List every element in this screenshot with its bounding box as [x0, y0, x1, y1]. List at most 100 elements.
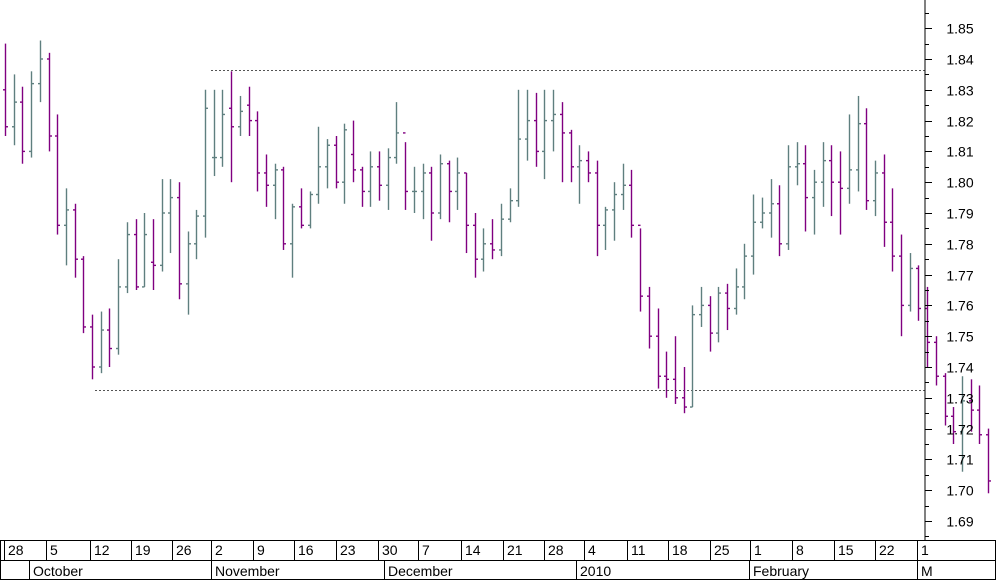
ohlc-bar	[586, 151, 591, 183]
ohlc-bar	[603, 206, 608, 250]
ohlc-bar	[508, 188, 513, 223]
ohlc-bar	[151, 219, 156, 290]
ohlc-bar	[821, 142, 826, 207]
ohlc-bar	[273, 163, 278, 220]
x-axis: 28 5 12 19 26 2 9 16 23 30 7 14 21 28 4 11 18 25 1 8 15 22 1Oc…	[0, 540, 996, 580]
ohlc-bar	[429, 166, 434, 241]
ohlc-bar	[308, 191, 313, 229]
ohlc-bar	[577, 145, 582, 204]
ohlc-bar	[708, 296, 713, 352]
x-day-label: 23	[340, 542, 356, 558]
ohlc-bar	[716, 286, 721, 343]
ohlc-bar	[647, 286, 652, 349]
ohlc-bar	[281, 166, 286, 250]
ohlc-bar	[742, 243, 747, 300]
x-day-label: 9	[257, 542, 265, 558]
ohlc-bar	[394, 102, 399, 164]
ohlc-bar	[316, 126, 321, 204]
ohlc-bar	[73, 203, 78, 278]
ohlc-bar	[664, 351, 669, 398]
ohlc-bar	[81, 256, 86, 334]
reference-lines	[95, 70, 925, 391]
ohlc-bar	[534, 92, 539, 167]
ohlc-bar	[612, 182, 617, 241]
ohlc-bar	[595, 160, 600, 257]
ohlc-bar	[203, 89, 208, 238]
ohlc-bar	[560, 102, 565, 183]
ohlc-bar	[107, 308, 112, 367]
x-day-label: 1	[754, 542, 762, 558]
ohlc-bar	[20, 86, 25, 164]
ohlc-bar	[542, 89, 547, 180]
ohlc-bar	[525, 89, 530, 161]
ohlc-bar	[656, 308, 661, 389]
ohlc-bar	[212, 89, 217, 177]
ohlc-bar	[908, 253, 913, 312]
y-tick-label: 1.69	[946, 514, 973, 530]
ohlc-bar	[638, 224, 643, 312]
ohlc-bar	[247, 86, 252, 136]
ohlc-bar	[455, 157, 460, 210]
ohlc-bar	[238, 95, 243, 136]
ohlc-bar	[490, 219, 495, 260]
ohlc-bar	[847, 114, 852, 204]
ohlc-bar	[12, 74, 17, 146]
x-month-label: February	[753, 563, 809, 579]
ohlc-bar	[360, 166, 365, 207]
ohlc-bar	[412, 166, 417, 213]
x-month-label: October	[33, 563, 83, 579]
ohlc-bar	[90, 314, 95, 380]
ohlc-bar	[134, 219, 139, 290]
ohlc-bar	[125, 222, 130, 294]
ohlc-bar	[673, 336, 678, 404]
y-tick-label: 1.75	[946, 329, 973, 345]
ohlc-bar	[803, 145, 808, 232]
ohlc-bar	[951, 407, 956, 444]
ohlc-bar	[977, 385, 982, 444]
ohlc-bar	[342, 123, 347, 204]
ohlc-bar	[769, 179, 774, 238]
x-day-label: 25	[714, 542, 730, 558]
ohlc-bar	[334, 136, 339, 189]
ohlc-bar	[194, 209, 199, 260]
ohlc-bar	[403, 132, 408, 210]
x-day-label: 19	[135, 542, 151, 558]
y-tick-label: 1.74	[946, 360, 973, 376]
y-tick-label: 1.85	[946, 21, 973, 37]
ohlc-bar	[47, 52, 52, 152]
ohlc-bar	[516, 89, 521, 207]
ohlc-bar	[325, 139, 330, 189]
ohlc-bar	[64, 188, 69, 266]
ohlc-bar	[943, 373, 948, 426]
ohlc-bar	[734, 268, 739, 315]
ohlc-bar	[873, 160, 878, 217]
ohlc-bar	[38, 40, 43, 103]
ohlc-bar	[551, 89, 556, 152]
y-tick-label: 1.76	[946, 298, 973, 314]
x-day-label: 22	[879, 542, 895, 558]
ohlc-bar	[29, 71, 34, 158]
ohlc-bar	[473, 213, 478, 278]
ohlc-bar	[786, 145, 791, 250]
ohlc-bar	[829, 145, 834, 217]
ohlc-bar	[499, 203, 504, 257]
x-day-label: 28	[8, 542, 24, 558]
ohlc-bar	[421, 163, 426, 220]
ohlc-bar	[351, 120, 356, 183]
x-day-label: 12	[94, 542, 110, 558]
y-tick-label: 1.70	[946, 483, 973, 499]
ohlc-bar	[690, 305, 695, 408]
ohlc-bar	[99, 311, 104, 374]
ohlc-bar	[856, 95, 861, 192]
x-day-label: 1	[921, 542, 929, 558]
ohlc-bar	[916, 265, 921, 321]
x-day-label: 7	[422, 542, 430, 558]
ohlc-bar	[699, 286, 704, 327]
ohlc-bar	[838, 151, 843, 235]
y-tick-label: 1.83	[946, 83, 973, 99]
x-day-label: 14	[465, 542, 481, 558]
ohlc-bar	[986, 428, 991, 494]
ohlc-bar	[438, 154, 443, 220]
x-day-label: 4	[588, 542, 596, 558]
ohlc-bar	[264, 154, 269, 207]
